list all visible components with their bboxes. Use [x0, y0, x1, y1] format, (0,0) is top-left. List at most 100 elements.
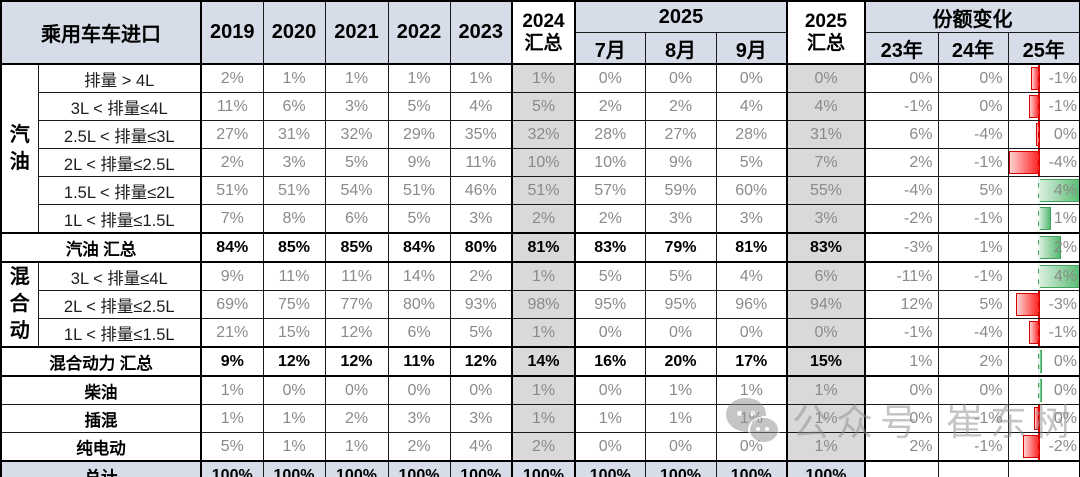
row-label: 汽油 汇总	[0, 232, 202, 263]
value-cell-2022: 29%	[387, 120, 451, 149]
value-cell-2022: 0%	[387, 375, 451, 405]
table-title: 乘用车车进口	[0, 0, 202, 65]
value-cell-2025汇总: 100%	[786, 460, 866, 477]
row-label: 3L < 排量≤4L	[37, 261, 202, 291]
share-bar-cell: 2%	[1007, 232, 1080, 263]
value-cell-2019: 11%	[200, 92, 264, 121]
value-cell-2022: 80%	[387, 290, 451, 319]
table-body: 汽油排量 > 4L 2% 1% 1% 1% 1% 1% 0% 0% 0% 0% 0% 0% -1% 3L <…	[0, 63, 1080, 477]
row-label: 2L < 排量≤2.5L	[37, 148, 202, 177]
value-cell-2025年8月: 0%	[644, 63, 717, 93]
value-cell-2021: 3%	[324, 92, 389, 121]
col-header-2024-total: 2024 汇总	[511, 0, 576, 65]
col-group-share-change: 份额变化	[863, 0, 1080, 33]
value-cell-2019: 9%	[200, 346, 264, 377]
share-bar-cell: -1%	[1007, 63, 1080, 93]
value-cell-2025年9月: 100%	[715, 460, 788, 477]
value-cell-2021: 32%	[324, 120, 389, 149]
value-cell-2025汇总: 31%	[786, 120, 866, 149]
bar-zero-axis	[1037, 377, 1040, 404]
value-cell-2025年7月: 0%	[574, 63, 646, 93]
value-cell-2023: 12%	[449, 346, 513, 377]
value-cell-2023: 1%	[449, 63, 513, 93]
value-cell-2025年8月: 9%	[644, 148, 717, 177]
value-cell-2025年8月: 3%	[644, 204, 717, 234]
value-cell-2020: 3%	[262, 148, 326, 177]
value-cell-2020: 0%	[262, 375, 326, 405]
value-cell-2025年9月: 81%	[715, 232, 788, 263]
value-cell-2024汇总: 1%	[511, 261, 576, 291]
value-cell-份额变化24年: -1%	[937, 432, 1009, 462]
value-cell-2024汇总: 2%	[511, 432, 576, 462]
group-label: 汽油	[0, 63, 39, 234]
col-group-2025: 2025	[574, 0, 788, 33]
value-cell-2020: 75%	[262, 290, 326, 319]
value-cell-份额变化23年: -4%	[864, 176, 939, 205]
share-bar-cell: 4%	[1007, 261, 1080, 291]
value-cell-2025年8月: 5%	[644, 261, 717, 291]
value-cell-份额变化23年: -2%	[864, 204, 939, 234]
value-cell-2021: 1%	[324, 432, 389, 462]
share-bar	[1015, 293, 1040, 316]
value-cell-2025年9月: 0%	[715, 432, 788, 462]
value-cell-2021: 100%	[324, 460, 389, 477]
value-cell-份额变化23年: 2%	[864, 148, 939, 177]
bar-zero-axis	[1037, 433, 1040, 460]
value-cell-2021: 11%	[324, 261, 389, 291]
value-cell-2019: 69%	[200, 290, 264, 319]
value-cell-2025汇总: 1%	[786, 432, 866, 462]
col-header-september: 9月	[715, 32, 788, 65]
value-cell-2022: 84%	[387, 232, 451, 263]
value-cell-份额变化24年: -1%	[937, 261, 1009, 291]
value-cell-2025年7月: 1%	[574, 404, 646, 433]
row-label: 1.5L < 排量≤2L	[37, 176, 202, 205]
row-label: 纯电动	[0, 432, 202, 462]
value-cell-2019: 1%	[200, 375, 264, 405]
value-cell-2024汇总: 1%	[511, 63, 576, 93]
col-header-share-25: 25年	[1007, 32, 1080, 65]
value-cell-2025年7月: 0%	[574, 318, 646, 348]
value-cell-2024汇总: 1%	[511, 318, 576, 348]
col-header-2024-total-line2: 汇总	[524, 32, 563, 54]
col-header-2025-total-line2: 汇总	[806, 32, 845, 54]
row-label: 插混	[0, 404, 202, 433]
value-cell-份额变化23年: -1%	[864, 92, 939, 121]
value-cell-2022: 2%	[387, 432, 451, 462]
row-label: 2.5L < 排量≤3L	[37, 120, 202, 149]
value-cell-份额变化24年: 1%	[937, 232, 1009, 263]
value-cell-2025年8月: 27%	[644, 120, 717, 149]
value-cell-2022: 3%	[387, 404, 451, 433]
value-cell-份额变化24年: 0%	[937, 63, 1009, 93]
value-cell-2025年9月: 5%	[715, 148, 788, 177]
col-header-2025-total: 2025 汇总	[786, 0, 866, 65]
value-cell-2024汇总: 100%	[511, 460, 576, 477]
value-cell-份额变化24年: -1%	[937, 204, 1009, 234]
col-header-2022: 2022	[387, 0, 451, 65]
col-header-july: 7月	[574, 32, 646, 65]
value-cell-2024汇总: 1%	[511, 404, 576, 433]
value-cell-份额变化23年: -1%	[864, 318, 939, 348]
value-cell-2019: 100%	[200, 460, 264, 477]
value-cell-2023: 46%	[449, 176, 513, 205]
value-cell-2025年8月: 1%	[644, 404, 717, 433]
row-label: 排量 > 4L	[37, 63, 202, 93]
bar-zero-axis	[1037, 65, 1040, 92]
value-cell-2023: 3%	[449, 404, 513, 433]
value-cell-2020: 51%	[262, 176, 326, 205]
value-cell-2019: 27%	[200, 120, 264, 149]
value-cell-2025年9月: 3%	[715, 204, 788, 234]
value-cell-2025汇总: 94%	[786, 290, 866, 319]
value-cell-2019: 2%	[200, 63, 264, 93]
value-cell-2025汇总: 6%	[786, 261, 866, 291]
value-cell-2019: 51%	[200, 176, 264, 205]
value-cell-份额变化23年: -11%	[864, 261, 939, 291]
value-cell-2025年9月: 96%	[715, 290, 788, 319]
share-bar-cell: -3%	[1007, 290, 1080, 319]
bar-zero-axis	[1037, 205, 1040, 232]
value-cell-2025年7月: 83%	[574, 232, 646, 263]
value-cell-2023: 93%	[449, 290, 513, 319]
value-cell-2025汇总: 0%	[786, 63, 866, 93]
value-cell-2022: 6%	[387, 318, 451, 348]
